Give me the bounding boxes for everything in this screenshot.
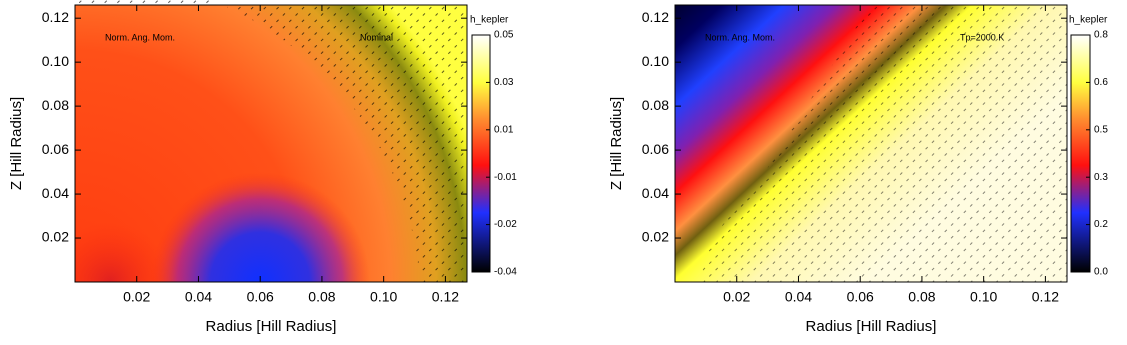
x-tick-label: 0.04 bbox=[185, 289, 212, 305]
colorbar-tick-label: -0.04 bbox=[494, 267, 517, 278]
colorbar-title: h_kepler bbox=[1069, 15, 1108, 26]
y-axis-title: Z [Hill Radius] bbox=[8, 97, 25, 190]
annotation: Norm. Ang. Mom. bbox=[705, 32, 775, 42]
y-tick-label: 0.02 bbox=[642, 229, 669, 245]
colorbar-tick-label: 0.3 bbox=[1094, 172, 1108, 183]
x-axis-title: Radius [Hill Radius] bbox=[206, 318, 337, 335]
y-tick-label: 0.02 bbox=[42, 229, 69, 245]
x-tick-label: 0.12 bbox=[1032, 289, 1059, 305]
hatching bbox=[700, 5, 1067, 282]
x-tick-label: 0.08 bbox=[308, 289, 335, 305]
y-tick-label: 0.12 bbox=[642, 9, 669, 25]
colorbar-tick-label: 0.03 bbox=[494, 77, 514, 88]
plot-frame bbox=[74, 4, 468, 283]
colorbar-tick-label: 0.6 bbox=[1094, 77, 1108, 88]
x-tick-label: 0.10 bbox=[970, 289, 997, 305]
x-tick-label: 0.06 bbox=[847, 289, 874, 305]
colorbar-tick-label: 0.5 bbox=[1094, 124, 1108, 135]
colorbar bbox=[471, 34, 491, 273]
x-tick-label: 0.12 bbox=[432, 289, 459, 305]
colorbar-tick-label: -0.02 bbox=[494, 219, 517, 230]
hatching bbox=[75, 0, 467, 282]
y-axis-title: Z [Hill Radius] bbox=[608, 97, 625, 190]
colorbar-tick-label: 0.01 bbox=[494, 124, 514, 135]
colorbar-tick-label: 0.2 bbox=[1094, 219, 1108, 230]
annotation: Nominal bbox=[360, 32, 393, 42]
y-tick-label: 0.10 bbox=[42, 53, 69, 69]
y-tick-label: 0.12 bbox=[42, 9, 69, 25]
colorbar bbox=[1070, 34, 1091, 273]
y-tick-label: 0.10 bbox=[642, 53, 669, 69]
x-tick-label: 0.08 bbox=[908, 289, 935, 305]
x-tick-label: 0.06 bbox=[247, 289, 274, 305]
colorbar-title: h_kepler bbox=[470, 15, 509, 26]
x-tick-label: 0.04 bbox=[785, 289, 812, 305]
x-tick-label: 0.02 bbox=[123, 289, 150, 305]
y-tick-label: 0.04 bbox=[42, 185, 69, 201]
colorbar-tick-label: -0.01 bbox=[494, 172, 517, 183]
annotation: Norm. Ang. Mom. bbox=[105, 32, 175, 42]
y-tick-label: 0.08 bbox=[642, 97, 669, 113]
y-tick-label: 0.04 bbox=[642, 185, 669, 201]
annotation: Tp=2000 K bbox=[960, 32, 1004, 42]
colorbar-tick-label: 0.0 bbox=[1094, 267, 1108, 278]
colorbar-tick-label: 0.8 bbox=[1094, 30, 1108, 41]
x-tick-label: 0.10 bbox=[370, 289, 397, 305]
y-tick-label: 0.08 bbox=[42, 97, 69, 113]
x-axis-title: Radius [Hill Radius] bbox=[806, 318, 937, 335]
plot-frame bbox=[674, 4, 1068, 283]
y-tick-label: 0.06 bbox=[642, 141, 669, 157]
x-tick-label: 0.02 bbox=[723, 289, 750, 305]
colorbar-tick-label: 0.05 bbox=[494, 30, 514, 41]
y-tick-label: 0.06 bbox=[42, 141, 69, 157]
